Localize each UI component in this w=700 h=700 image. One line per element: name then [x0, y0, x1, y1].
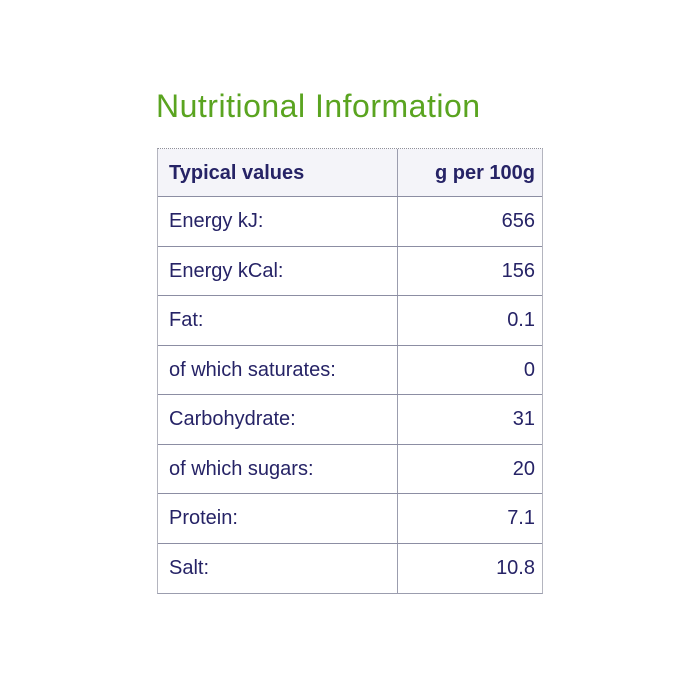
- table-row: Fat: 0.1: [158, 296, 542, 346]
- table-row: Carbohydrate: 31: [158, 395, 542, 445]
- row-label: Protein:: [169, 507, 238, 530]
- table-header-row: Typical values g per 100g: [158, 149, 542, 197]
- row-value: 0.1: [397, 296, 542, 345]
- row-value: 31: [397, 395, 542, 444]
- table-row: Protein: 7.1: [158, 494, 542, 544]
- row-label: of which saturates:: [169, 358, 336, 381]
- page-title: Nutritional Information: [156, 88, 481, 124]
- table-row: of which sugars: 20: [158, 444, 542, 494]
- table-row: of which saturates: 0: [158, 345, 542, 395]
- table-row: Energy kJ: 656: [158, 197, 542, 247]
- row-value: 156: [397, 246, 542, 295]
- row-value: 0: [397, 345, 542, 394]
- row-label: of which sugars:: [169, 457, 314, 480]
- table-row: Energy kCal: 156: [158, 246, 542, 296]
- row-value: 10.8: [397, 543, 542, 593]
- table-row: Salt: 10.8: [158, 543, 542, 593]
- nutrition-table: Typical values g per 100g Energy kJ: 656…: [157, 148, 543, 594]
- header-g-per-100g: g per 100g: [397, 149, 542, 196]
- row-label: Salt:: [169, 557, 210, 580]
- header-typical-values: Typical values: [169, 161, 305, 184]
- row-label: Energy kJ:: [169, 210, 264, 233]
- row-value: 7.1: [397, 494, 542, 543]
- row-label: Carbohydrate:: [169, 408, 296, 431]
- row-value: 656: [397, 197, 542, 246]
- row-value: 20: [397, 444, 542, 493]
- row-label: Fat:: [169, 309, 204, 332]
- row-label: Energy kCal:: [169, 259, 284, 282]
